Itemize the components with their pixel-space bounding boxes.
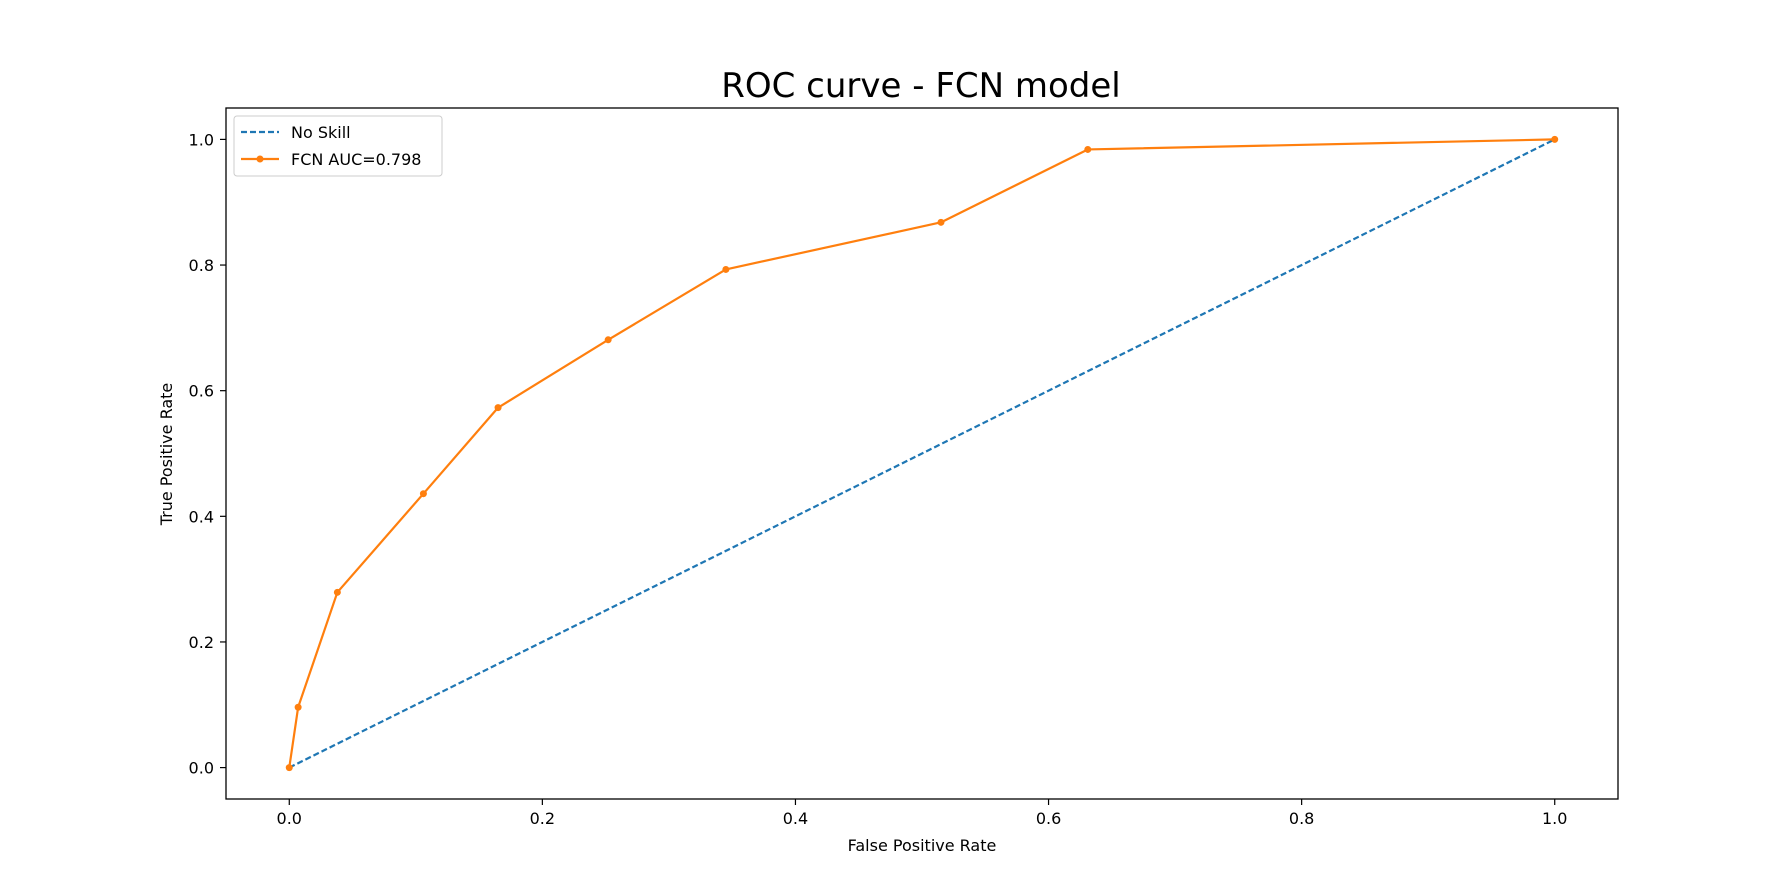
legend-box bbox=[233, 115, 443, 177]
x-axis-ticks: 0.0 0.2 0.4 0.6 0.8 1.0 bbox=[277, 799, 1567, 828]
data-point bbox=[937, 218, 945, 226]
data-point bbox=[333, 588, 341, 596]
data-point bbox=[604, 336, 612, 344]
plot-frame bbox=[225, 107, 1619, 800]
x-tick-label: 0.8 bbox=[1289, 809, 1314, 828]
x-tick-label: 0.0 bbox=[277, 809, 302, 828]
plot-marks bbox=[285, 135, 1559, 772]
legend: No Skill FCN AUC=0.798 bbox=[233, 115, 443, 177]
series-line-no-skill bbox=[288, 138, 1556, 769]
y-tick-label: 0.4 bbox=[189, 507, 214, 526]
data-point bbox=[285, 764, 293, 772]
x-axis-label: False Positive Rate bbox=[848, 836, 997, 855]
y-tick-label: 0.8 bbox=[189, 256, 214, 275]
y-tick-label: 0.6 bbox=[189, 382, 214, 401]
x-tick-label: 0.4 bbox=[783, 809, 808, 828]
series-line-fcn bbox=[288, 138, 1555, 768]
data-point bbox=[1551, 135, 1559, 143]
data-point bbox=[494, 404, 502, 412]
chart-title: ROC curve - FCN model bbox=[721, 66, 1120, 106]
legend-label-no-skill: No Skill bbox=[291, 123, 351, 142]
data-point bbox=[722, 265, 730, 273]
legend-marker-fcn bbox=[256, 155, 264, 163]
y-tick-label: 0.0 bbox=[189, 759, 214, 778]
y-tick-label: 0.2 bbox=[189, 633, 214, 652]
y-tick-label: 1.0 bbox=[189, 130, 214, 149]
x-tick-label: 0.6 bbox=[1036, 809, 1061, 828]
x-tick-label: 1.0 bbox=[1542, 809, 1567, 828]
y-axis-ticks: 0.0 0.2 0.4 0.6 0.8 1.0 bbox=[189, 130, 226, 778]
x-tick-label: 0.2 bbox=[530, 809, 555, 828]
y-axis-label: True Positive Rate bbox=[157, 383, 176, 527]
data-point bbox=[419, 490, 427, 498]
data-point bbox=[1084, 145, 1092, 153]
legend-label-fcn: FCN AUC=0.798 bbox=[291, 150, 421, 169]
data-point bbox=[294, 703, 302, 711]
